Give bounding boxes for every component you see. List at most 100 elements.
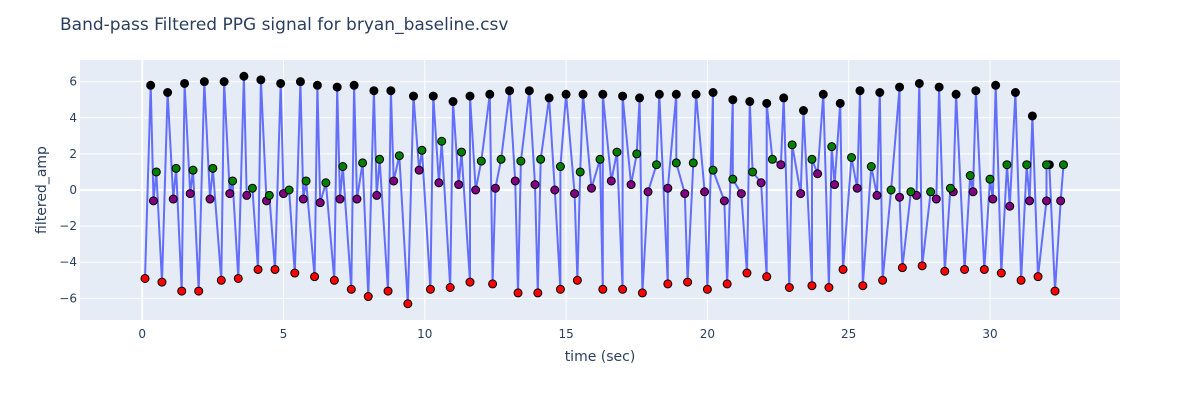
y-axis-label: filtered_amp [34, 146, 50, 234]
trough-marker [533, 288, 543, 298]
systolic-peak-marker [386, 86, 396, 96]
systolic-peak-marker [728, 95, 738, 105]
trough-marker [824, 283, 834, 292]
trough-marker [425, 284, 435, 294]
dicrotic-notch-marker [242, 190, 252, 200]
trough-marker [140, 273, 150, 283]
trough-marker [784, 283, 794, 292]
dicrotic-peak-marker [847, 153, 857, 162]
dicrotic-notch-marker [530, 180, 540, 190]
x-tick-label: 0 [138, 327, 146, 341]
systolic-peak-marker [295, 77, 305, 87]
dicrotic-peak-marker [151, 167, 161, 177]
systolic-peak-marker [1027, 111, 1037, 121]
dicrotic-notch-marker [490, 183, 500, 193]
dicrotic-peak-marker [375, 154, 385, 164]
systolic-peak-marker [654, 89, 664, 99]
dicrotic-notch-marker [931, 194, 941, 204]
trough-marker [177, 286, 187, 296]
systolic-peak-marker [485, 89, 495, 99]
systolic-peak-marker [163, 88, 173, 97]
trough-marker [513, 288, 523, 298]
trough-marker [346, 284, 356, 294]
systolic-peak-marker [146, 80, 156, 90]
systolic-peak-marker [256, 75, 266, 85]
dicrotic-notch-marker [988, 194, 998, 204]
dicrotic-notch-marker [225, 189, 235, 199]
trough-marker [702, 284, 712, 294]
dicrotic-notch-marker [813, 169, 823, 179]
trough-marker [917, 261, 927, 271]
systolic-peak-marker [180, 78, 190, 88]
trough-series [140, 261, 1060, 309]
dicrotic-notch-marker [471, 185, 481, 195]
dicrotic-notch-marker [570, 189, 580, 199]
dicrotic-peak-marker [866, 162, 876, 172]
x-tick-label: 5 [280, 327, 288, 341]
dicrotic-peak-marker [555, 162, 565, 172]
dicrotic-peak-marker [476, 156, 486, 166]
systolic-peak-marker [524, 86, 534, 96]
trough-marker [363, 292, 373, 302]
trough-marker [233, 273, 243, 283]
x-tick-label: 15 [558, 327, 573, 341]
trough-marker [555, 284, 565, 294]
dicrotic-peak-marker [171, 163, 181, 173]
dicrotic-peak-marker [612, 147, 622, 157]
systolic_peak-series [146, 71, 1054, 170]
dicrotic-peak-marker [688, 158, 698, 168]
systolic-peak-marker [635, 93, 645, 103]
dicrotic-peak-marker [827, 142, 837, 152]
dicrotic-peak-marker [1002, 160, 1012, 170]
dicrotic-notch-marker [168, 194, 178, 204]
dicrotic-peak-marker [886, 185, 896, 195]
dicrotic-notch-marker [756, 178, 766, 188]
y-tick-label: −2 [59, 219, 77, 233]
y-tick-labels: −6 −4 −2 0 2 4 6 [59, 75, 77, 306]
trough-marker [742, 268, 752, 278]
dicrotic-notch-marker [298, 194, 308, 204]
dicrotic-notch-marker [1005, 201, 1015, 211]
systolic-peak-marker [708, 88, 718, 97]
y-tick-label: −6 [59, 291, 77, 305]
dicrotic-notch-marker [680, 189, 690, 199]
systolic-peak-marker [779, 93, 789, 103]
dicrotic-notch-marker [852, 183, 862, 193]
systolic-peak-marker [332, 82, 342, 92]
dicrotic-notch-marker [352, 194, 362, 204]
trough-marker [897, 263, 907, 273]
dicrotic-notch-marker [414, 165, 424, 175]
trough-marker [157, 277, 167, 287]
trough-marker [488, 279, 498, 289]
systolic-peak-marker [408, 91, 418, 101]
systolic-peak-marker [914, 78, 924, 88]
dicrotic-notch-marker [796, 189, 806, 199]
trough-marker [445, 283, 455, 292]
systolic-peak-marker [199, 77, 209, 87]
trough-marker [762, 272, 772, 282]
trough-marker [329, 275, 339, 285]
dicrotic-notch-marker [700, 187, 710, 197]
dicrotic-peak-marker [632, 149, 642, 159]
dicrotic-peak-marker [496, 154, 506, 164]
chart-title: Band-pass Filtered PPG signal for bryan_… [60, 15, 508, 35]
trough-marker [722, 279, 732, 289]
dicrotic-notch-marker [148, 196, 158, 206]
dicrotic-notch-marker [872, 190, 882, 200]
trough-marker [216, 275, 226, 285]
dicrotic-peak-marker [1058, 160, 1068, 170]
systolic-peak-marker [934, 82, 944, 92]
systolic-peak-marker [875, 88, 885, 97]
dicrotic-peak-marker [1042, 160, 1052, 170]
trough-marker [1050, 286, 1060, 296]
systolic-peak-marker [991, 80, 1001, 90]
systolic-peak-marker [818, 89, 828, 99]
dicrotic-peak-marker [284, 185, 294, 195]
y-tick-label: 0 [69, 183, 77, 197]
dicrotic-notch-marker [895, 192, 905, 202]
dicrotic-notch-marker [335, 194, 345, 204]
y-tick-label: 2 [69, 147, 77, 161]
dicrotic-peak-marker [767, 154, 777, 164]
dicrotic-peak-marker [965, 171, 975, 181]
